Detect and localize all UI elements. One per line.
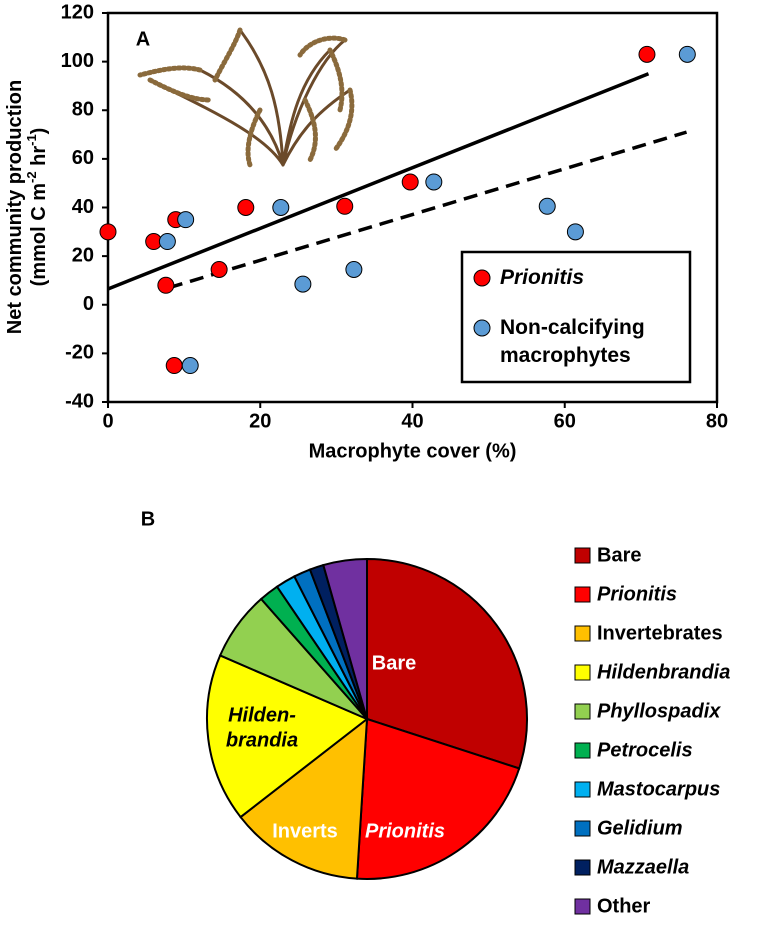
y-axis-label: Net community production (mmol C m-2 hr-1…	[4, 80, 50, 334]
panel-label: B	[141, 508, 155, 530]
point	[99, 223, 117, 241]
x-tick-label: 60	[554, 410, 576, 432]
point	[336, 197, 354, 215]
legend-label: Invertebrates	[597, 622, 723, 644]
point	[158, 233, 176, 251]
point	[345, 260, 363, 278]
legend-label: Mazzaella	[597, 856, 689, 878]
seaweed-image	[137, 27, 355, 168]
legend-swatch	[574, 898, 591, 915]
point	[272, 199, 290, 216]
x-axis-label: Macrophyte cover (%)	[309, 440, 517, 462]
y-tick-label: 20	[72, 244, 94, 266]
pie-slice	[239, 716, 369, 880]
legend-swatch	[574, 586, 591, 603]
legend-label: Prionitis	[500, 266, 585, 289]
legend-label: Gelidium	[597, 817, 683, 839]
pie-slice	[355, 717, 521, 880]
y-axis-label-part: (mmol C m	[28, 183, 50, 286]
y-tick-label: -40	[65, 390, 94, 412]
slice-label: Hilden-	[228, 704, 296, 726]
point	[401, 173, 419, 191]
legend-swatch	[574, 625, 591, 642]
legend-label: Hildenbrandia	[597, 661, 730, 683]
legend-label: Petrocelis	[597, 739, 693, 761]
y-tick-label: 120	[61, 1, 94, 23]
pie-slice	[206, 654, 369, 819]
point	[678, 45, 696, 63]
y-tick-label: 80	[72, 99, 94, 121]
x-tick-label: 0	[102, 410, 113, 432]
point	[177, 211, 195, 229]
y-tick-label: 60	[72, 147, 94, 169]
point	[210, 260, 228, 278]
legend-swatch	[574, 703, 591, 720]
point	[294, 275, 312, 293]
legend-label: Phyllospadix	[597, 700, 721, 722]
legend-marker	[473, 319, 491, 337]
y-tick-label: 40	[72, 196, 94, 218]
pie-slice	[366, 557, 528, 770]
legend-label: Other	[597, 895, 651, 917]
point	[566, 223, 584, 241]
slice-label: Prionitis	[365, 820, 445, 842]
legend-label: Prionitis	[597, 583, 677, 605]
legend-swatch	[574, 859, 591, 876]
point	[157, 276, 175, 294]
y-tick-label: 100	[61, 50, 94, 72]
trend-line	[168, 130, 688, 290]
legend-marker	[473, 269, 491, 287]
pie-slice	[322, 557, 368, 720]
y-tick-label: 0	[83, 293, 94, 315]
legend-label: Non-calcifying macrophytes	[500, 316, 645, 367]
y-axis-label-part: )	[28, 128, 50, 135]
panel-label: A	[136, 28, 150, 50]
point	[538, 197, 556, 215]
legend-swatch	[574, 742, 591, 759]
slice-label: Inverts	[272, 820, 338, 842]
y-tick-label: -20	[65, 342, 94, 364]
x-tick-label: 20	[249, 410, 271, 432]
legend-swatch	[574, 781, 591, 798]
legend-label: Bare	[597, 544, 641, 566]
slice-label: Bare	[372, 652, 416, 674]
point	[181, 357, 199, 375]
x-tick-label: 40	[401, 410, 423, 432]
legend-label: Mastocarpus	[597, 778, 720, 800]
y-axis-label-part: hr	[28, 146, 50, 172]
x-tick-label: 80	[706, 410, 728, 432]
legend-swatch	[574, 820, 591, 837]
legend-box	[460, 250, 692, 384]
y-axis-label-line: Net community production	[4, 80, 26, 334]
trend-line	[107, 72, 650, 291]
point	[425, 173, 443, 191]
y-axis-label-part: -2	[24, 171, 39, 183]
point	[237, 199, 255, 216]
legend-swatch	[574, 547, 591, 564]
legend-swatch	[574, 664, 591, 681]
point	[165, 357, 183, 375]
y-axis-label-part: -1	[24, 134, 39, 146]
slice-label: brandia	[226, 729, 298, 751]
point	[638, 45, 656, 63]
